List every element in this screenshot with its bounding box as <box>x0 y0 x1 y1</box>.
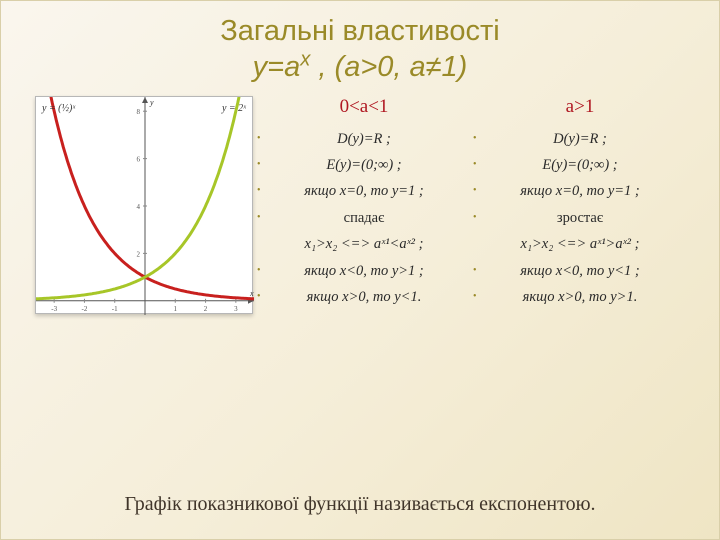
svg-text:1: 1 <box>174 304 178 312</box>
page-title: Загальні властивості y=ax , (a>0, a≠1) <box>1 1 719 92</box>
list-item: x₁>x₂ <=> aˣ¹>aˣ² ; <box>477 233 683 255</box>
title-line1: Загальні властивості <box>11 13 709 49</box>
svg-text:8: 8 <box>137 108 141 116</box>
svg-text:6: 6 <box>137 155 141 163</box>
col2-heading: a>1 <box>477 96 683 118</box>
col1-list: D(y)=R ; E(y)=(0;∞) ; якщо x=0, то y=1 ;… <box>261 128 467 309</box>
footer-text: Графік показникової функції називається … <box>1 491 719 517</box>
svg-text:4: 4 <box>137 203 141 211</box>
list-item: зростає <box>477 207 683 229</box>
list-item: якщо x>0, то y>1. <box>477 286 683 308</box>
svg-text:3: 3 <box>234 304 238 312</box>
col2-list: D(y)=R ; E(y)=(0;∞) ; якщо x=0, то y=1 ;… <box>477 128 683 309</box>
list-item: D(y)=R ; <box>477 128 683 150</box>
col-a1: a>1 D(y)=R ; E(y)=(0;∞) ; якщо x=0, то y… <box>477 96 683 314</box>
title-line2: y=ax , (a>0, a≠1) <box>11 49 709 85</box>
formula-right: y = 2ˣ <box>222 103 246 114</box>
content-row: y = (½)ˣ y = 2ˣ -3 -2 -1 1 2 3 2 4 6 8 x y 0<a<1 D(… <box>1 92 719 314</box>
col-0a1: 0<a<1 D(y)=R ; E(y)=(0;∞) ; якщо x=0, то… <box>261 96 467 314</box>
list-item: якщо x<0, то y<1 ; <box>477 260 683 282</box>
list-item: якщо x=0, то y=1 ; <box>261 180 467 202</box>
list-item: спадає <box>261 207 467 229</box>
col1-heading: 0<a<1 <box>261 96 467 118</box>
svg-text:-2: -2 <box>82 304 88 312</box>
svg-text:-3: -3 <box>51 304 57 312</box>
list-item: x₁>x₂ <=> aˣ¹<aˣ² ; <box>261 233 467 255</box>
list-item: D(y)=R ; <box>261 128 467 150</box>
formula-left: y = (½)ˣ <box>42 103 75 114</box>
list-item: E(y)=(0;∞) ; <box>477 154 683 176</box>
chart: y = (½)ˣ y = 2ˣ -3 -2 -1 1 2 3 2 4 6 8 x y <box>35 96 253 314</box>
list-item: якщо x>0, то y<1. <box>261 286 467 308</box>
svg-text:-1: -1 <box>112 304 118 312</box>
property-columns: 0<a<1 D(y)=R ; E(y)=(0;∞) ; якщо x=0, то… <box>261 96 683 314</box>
svg-text:x: x <box>249 288 254 297</box>
svg-text:2: 2 <box>137 250 141 258</box>
list-item: якщо x<0, то y>1 ; <box>261 260 467 282</box>
list-item: якщо x=0, то y=1 ; <box>477 180 683 202</box>
svg-text:y: y <box>149 98 154 107</box>
chart-svg: -3 -2 -1 1 2 3 2 4 6 8 x y <box>36 97 254 315</box>
list-item: E(y)=(0;∞) ; <box>261 154 467 176</box>
svg-text:2: 2 <box>204 304 208 312</box>
